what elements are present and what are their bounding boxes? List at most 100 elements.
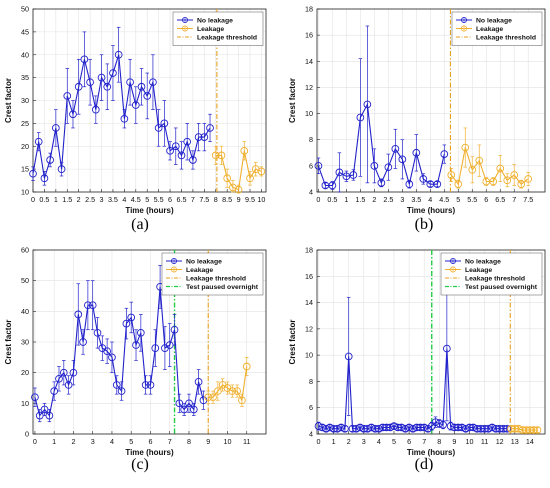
y-tick-label: 10 (305, 351, 313, 360)
no-leakage-point (40, 174, 49, 183)
leakage-point (234, 185, 243, 194)
no-leakage-point (405, 423, 413, 432)
leakage-point (242, 362, 251, 371)
leakage-point (522, 426, 530, 434)
leakage-point (233, 387, 241, 395)
legend-entry-label: Leakage (465, 267, 492, 274)
y-tick-label: 45 (21, 27, 29, 36)
x-tick-label: 0 (33, 437, 37, 446)
no-leakage-point (126, 78, 134, 87)
leakage-point (529, 426, 538, 434)
no-leakage-point (34, 137, 43, 146)
x-tick-label: 9 (237, 195, 241, 204)
x-tick-label: 10 (223, 437, 231, 446)
y-axis-label: Crest factor (288, 320, 297, 365)
no-leakage-point (103, 82, 112, 91)
x-tick-label: 4.5 (439, 195, 449, 204)
leakage-point (447, 171, 456, 179)
no-leakage-point (314, 422, 323, 430)
x-tick-label: 8 (214, 195, 218, 204)
no-leakage-point (398, 155, 407, 164)
x-tick-label: 9.5 (245, 195, 255, 204)
x-tick-label: 7 (191, 195, 195, 204)
no-leakage-point (431, 418, 440, 427)
x-tick-label: 3 (100, 195, 104, 204)
no-leakage-point (108, 353, 116, 362)
no-leakage-point (371, 424, 379, 433)
no-leakage-point (424, 424, 432, 433)
x-tick-label: 8 (437, 437, 441, 446)
no-leakage-point (433, 180, 442, 189)
no-leakage-point (84, 301, 92, 310)
legend-entry-label: Leakage threshold (465, 276, 525, 283)
x-tick-label: 0 (31, 195, 35, 204)
x-tick-label: 10 (257, 195, 265, 204)
x-tick-label: 0 (316, 195, 320, 204)
x-axis-label: Time (hours) (125, 206, 174, 215)
x-tick-label: 5 (145, 195, 149, 204)
leakage-point (514, 424, 523, 433)
x-tick-label: 3 (91, 437, 95, 446)
no-leakage-point (384, 163, 393, 172)
x-tick-label: 3.5 (411, 195, 421, 204)
no-leakage-point (348, 424, 357, 433)
leakage-point (204, 393, 213, 402)
no-leakage-point (200, 133, 209, 141)
legend-swatch-marker (170, 257, 177, 264)
legend-entry-label: No leakage (476, 18, 512, 25)
x-tick-label: 6 (484, 195, 488, 204)
no-leakage-series-line (32, 54, 211, 179)
no-leakage-point (473, 424, 481, 433)
legend-entry-label: Leakage (186, 267, 213, 274)
no-leakage-point (74, 310, 83, 319)
no-leakage-point (35, 411, 44, 420)
x-tick-label: 6 (407, 437, 411, 446)
no-leakage-point (183, 137, 192, 146)
x-tick-label: 4 (110, 437, 114, 446)
leakage-point (526, 426, 534, 434)
no-leakage-point (55, 374, 63, 383)
x-tick-label: 11 (243, 437, 250, 446)
x-tick-label: 6 (168, 195, 172, 204)
no-leakage-point (363, 100, 372, 109)
x-tick-label: 6.5 (176, 195, 186, 204)
legend-entry-label: Test paused overnight (465, 284, 538, 291)
x-tick-label: 5 (129, 437, 133, 446)
legend-entry-label: Leakage (197, 26, 224, 33)
no-leakage-point (465, 423, 474, 432)
x-tick-label: 2 (347, 437, 351, 446)
x-tick-label: 2 (372, 195, 376, 204)
no-leakage-point (390, 422, 398, 430)
no-leakage-point (120, 114, 129, 123)
y-tick-label: 20 (21, 142, 29, 151)
no-leakage-point (461, 424, 470, 433)
plot-frame (316, 8, 546, 193)
legend-swatch-marker (449, 266, 456, 273)
x-tick-label: 7.5 (523, 195, 533, 204)
no-leakage-point (363, 424, 372, 433)
no-leakage-point (151, 344, 160, 352)
y-tick-label: 18 (305, 246, 313, 255)
x-tick-label: 5 (456, 195, 460, 204)
y-tick-label: 16 (305, 272, 313, 281)
no-leakage-point (91, 105, 100, 114)
leakage-point (454, 180, 463, 189)
legend-swatch-marker (460, 25, 467, 32)
no-leakage-error-bar (445, 275, 449, 422)
no-leakage-point (393, 423, 402, 432)
leakage-error-bar (231, 180, 235, 193)
x-tick-label: 6 (148, 437, 152, 446)
no-leakage-point (318, 423, 327, 432)
no-leakage-point (405, 180, 414, 189)
no-leakage-point (74, 82, 83, 91)
no-leakage-point (435, 419, 444, 428)
y-tick-label: 6 (309, 403, 313, 412)
no-leakage-error-bar (208, 113, 212, 143)
no-leakage-point (132, 341, 140, 349)
x-tick-label: 9 (452, 437, 456, 446)
x-tick-label: 2.5 (383, 195, 393, 204)
no-leakage-point (117, 387, 126, 395)
no-leakage-point (160, 119, 169, 128)
x-tick-label: 4 (377, 437, 381, 446)
